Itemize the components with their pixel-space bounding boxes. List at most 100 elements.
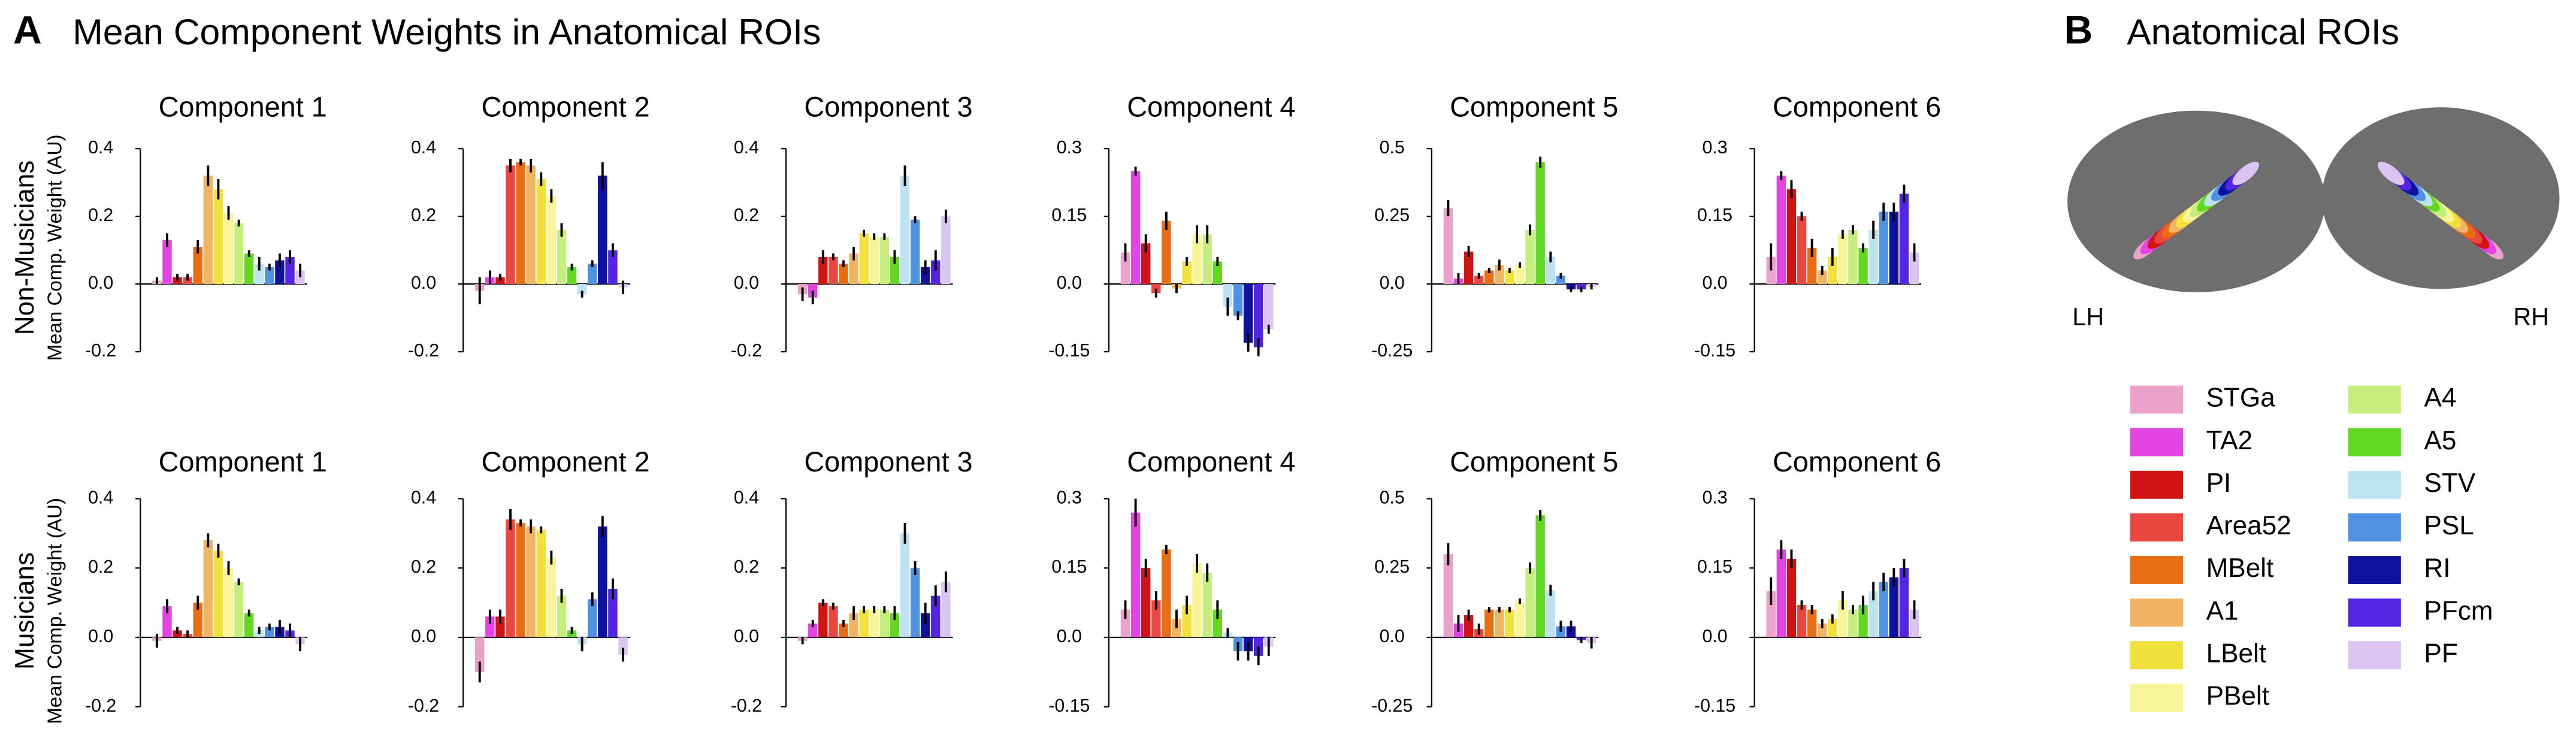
bar — [588, 599, 597, 637]
y-tick-label: 0.15 — [1697, 557, 1733, 577]
bar — [1484, 609, 1494, 637]
bar — [495, 616, 505, 637]
bar — [255, 264, 264, 285]
bar — [869, 237, 879, 285]
chart-title: Component 1 — [159, 446, 327, 477]
panel-label: A — [13, 8, 42, 53]
bar — [608, 250, 618, 285]
bar — [1848, 229, 1858, 285]
bar — [1213, 261, 1223, 285]
bar — [265, 267, 274, 285]
bar — [1162, 220, 1171, 285]
bar — [536, 179, 546, 285]
y-tick-label: 0.4 — [734, 138, 759, 158]
y-tick-label: 0.2 — [88, 205, 113, 225]
bar — [1766, 591, 1776, 637]
bar — [203, 540, 213, 637]
legend-label: PFcm — [2424, 596, 2493, 625]
bar — [1253, 284, 1263, 347]
bar — [1182, 261, 1192, 285]
bar — [829, 606, 838, 637]
bar — [526, 165, 536, 285]
bar — [1484, 270, 1494, 285]
bar — [234, 223, 244, 285]
y-tick-label: 0.0 — [1380, 627, 1405, 646]
legend-label: A1 — [2206, 596, 2239, 625]
legend-label: A4 — [2424, 383, 2456, 413]
bar — [859, 233, 869, 285]
y-tick-label: 0.2 — [88, 557, 113, 577]
bar — [506, 519, 515, 637]
bar — [931, 595, 941, 637]
bar — [808, 284, 818, 298]
y-tick-label: -0.15 — [1048, 341, 1090, 361]
bar — [910, 568, 920, 637]
bar — [1546, 590, 1555, 637]
legend-swatch — [2130, 556, 2183, 584]
bar — [1889, 211, 1899, 285]
y-tick-label: 0.25 — [1374, 557, 1410, 577]
bar — [1797, 604, 1807, 637]
y-tick-label: 0.0 — [734, 273, 759, 293]
y-tick-label: 0.3 — [1057, 488, 1082, 507]
y-tick-label: 0.4 — [411, 138, 436, 158]
y-tick-label: 0.4 — [88, 138, 113, 158]
bar — [818, 256, 828, 285]
y-tick-label: 0.4 — [734, 488, 759, 507]
legend-label: A5 — [2424, 426, 2456, 455]
bar — [275, 260, 285, 285]
legend-swatch — [2348, 428, 2401, 456]
bar — [1858, 247, 1868, 285]
bar — [193, 246, 202, 285]
legend-swatch — [2348, 385, 2401, 414]
bar — [1182, 604, 1192, 637]
bar — [557, 229, 567, 285]
bar — [557, 595, 567, 637]
bar — [485, 616, 495, 637]
bar — [920, 613, 930, 637]
y-tick-label: -0.15 — [1694, 696, 1736, 716]
bar — [1243, 284, 1253, 343]
bar — [1233, 284, 1243, 316]
bar — [1909, 609, 1919, 637]
row-label: Non-Musicians — [10, 161, 40, 335]
y-tick-label: 0.0 — [88, 273, 113, 293]
bar — [1525, 229, 1535, 285]
legend-label: PBelt — [2206, 682, 2269, 711]
y-axis-label: Mean Comp. Weight (AU) — [44, 498, 66, 724]
legend-label: PI — [2206, 468, 2232, 498]
bar — [1776, 549, 1786, 637]
legend-swatch — [2348, 598, 2401, 627]
y-tick-label: 0.0 — [734, 627, 759, 646]
panel-title: Anatomical ROIs — [2127, 11, 2399, 52]
bar — [223, 213, 234, 285]
bar — [244, 613, 254, 637]
bar — [900, 176, 910, 285]
legend-swatch — [2130, 428, 2183, 456]
bar — [1797, 216, 1807, 285]
y-tick-label: -0.15 — [1694, 341, 1736, 361]
y-tick-label: 0.25 — [1374, 205, 1410, 225]
bar — [1141, 243, 1151, 285]
bar — [1909, 252, 1919, 285]
bar — [1505, 270, 1514, 285]
y-tick-label: 0.0 — [1702, 273, 1727, 293]
bar — [1495, 609, 1504, 637]
bar — [839, 264, 848, 285]
bar — [546, 557, 557, 637]
y-tick-label: -0.2 — [85, 696, 116, 716]
legend-label: TA2 — [2206, 426, 2253, 455]
bar — [193, 603, 202, 637]
chart-title: Component 4 — [1127, 91, 1295, 122]
bar — [244, 253, 254, 285]
y-tick-label: 0.2 — [734, 557, 759, 577]
bar — [931, 260, 941, 285]
bar — [1889, 577, 1899, 637]
bar — [1120, 609, 1130, 637]
chart-title: Component 3 — [804, 446, 972, 477]
y-tick-label: 0.15 — [1051, 205, 1087, 225]
legend-swatch — [2348, 513, 2401, 542]
bar — [941, 216, 951, 285]
panel-label: B — [2064, 8, 2093, 53]
chart-title: Component 1 — [159, 91, 327, 122]
